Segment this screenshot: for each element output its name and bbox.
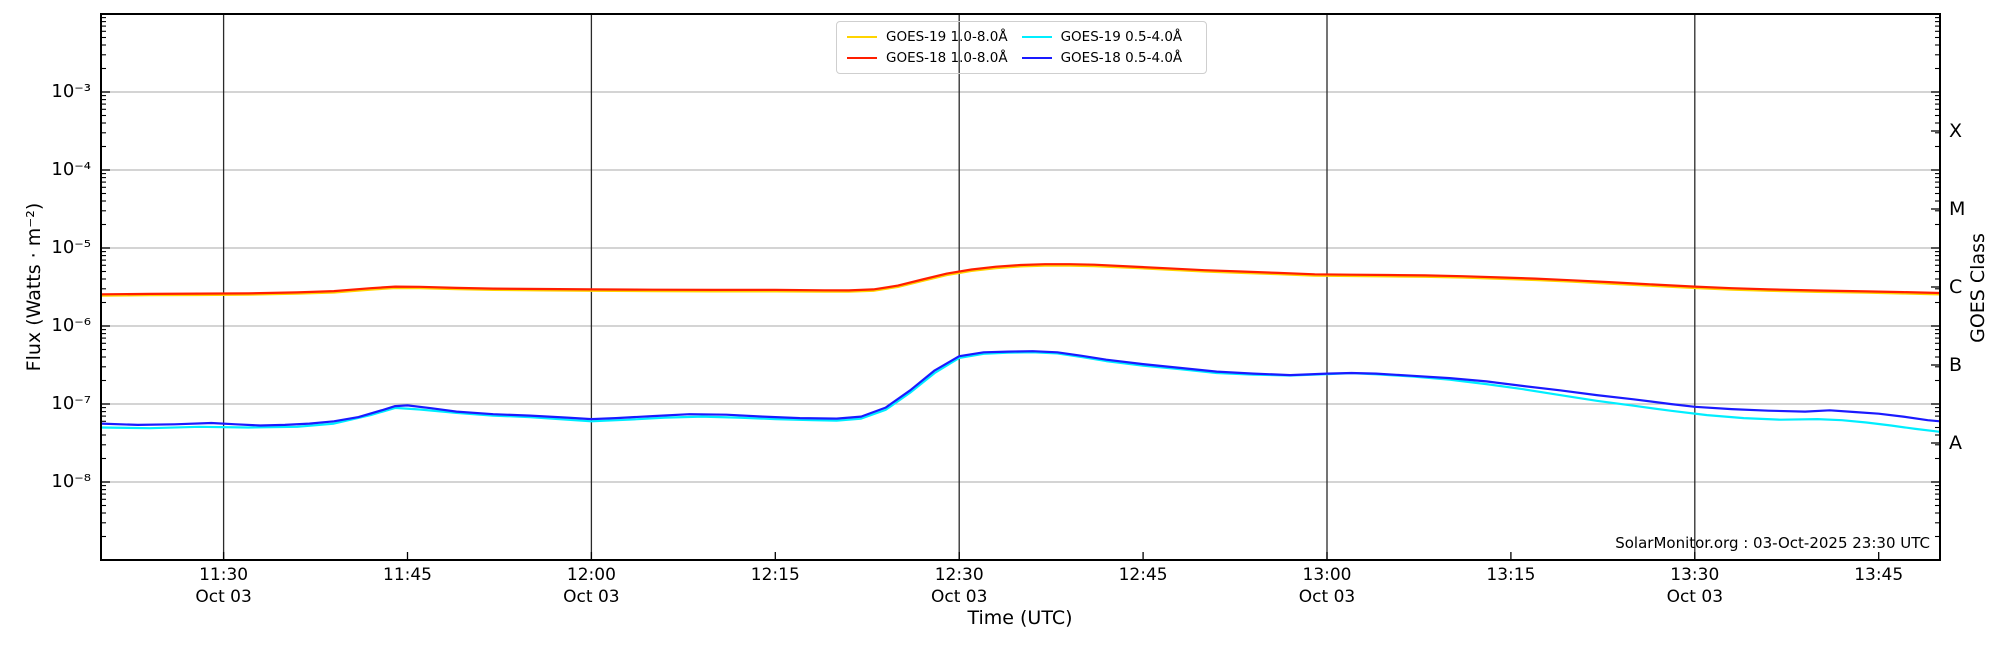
legend-swatch-goes19-long — [847, 35, 877, 38]
x-tick-date-label: Oct 03 — [1298, 587, 1356, 607]
legend-item-goes19-long: GOES-19 1.0-8.0Å — [847, 26, 1022, 48]
y-tick-label: 10⁻⁷ — [51, 393, 91, 414]
series-goes18-short — [101, 350, 1940, 427]
series-goes19-short — [101, 351, 1940, 433]
x-tick-label: 13:15 — [1486, 565, 1536, 585]
x-tick-date-label: Oct 03 — [563, 587, 620, 607]
x-tick-label: 13:45 — [1854, 565, 1904, 585]
plot-frame — [100, 13, 1941, 561]
x-tick-label: 11:45 — [383, 565, 432, 585]
legend-label: GOES-19 1.0-8.0Å — [886, 28, 1008, 45]
goes-class-a-label: A — [1949, 432, 1962, 454]
x-tick-date-label: Oct 03 — [195, 587, 252, 607]
legend-label: GOES-19 0.5-4.0Å — [1060, 28, 1183, 45]
y-tick-label: 10⁻⁶ — [51, 315, 91, 336]
x-tick-date-label: Oct 03 — [930, 587, 988, 607]
y-tick-label: 10⁻⁴ — [51, 159, 91, 180]
right-axis-label: GOES Class — [1967, 233, 1989, 343]
y-axis-label: Flux (Watts · m⁻²) — [23, 202, 45, 372]
x-tick-label: 13:30 — [1670, 565, 1720, 585]
x-tick-label: 11:30 — [199, 565, 249, 585]
legend-swatch-goes19-short — [1021, 35, 1052, 38]
y-tick-label: 10⁻³ — [51, 81, 91, 102]
y-tick-label: 10⁻⁵ — [51, 237, 91, 258]
x-tick-label: 13:00 — [1302, 565, 1352, 585]
goes-class-m-label: M — [1949, 198, 1966, 220]
goes-class-c-label: C — [1949, 276, 1963, 298]
x-tick-label: 12:45 — [1118, 565, 1168, 585]
series-goes18-long — [101, 263, 1940, 296]
legend-swatch-goes18-long — [847, 57, 877, 60]
source-attribution: SolarMonitor.org : 03-Oct-2025 23:30 UTC — [1615, 534, 1930, 552]
legend-label: GOES-18 1.0-8.0Å — [886, 50, 1008, 67]
series-goes19-long — [101, 264, 1940, 297]
y-tick-label: 10⁻⁸ — [51, 471, 91, 492]
legend-item-goes18-short: GOES-18 0.5-4.0Å — [1021, 48, 1197, 70]
legend-swatch-goes18-short — [1021, 57, 1052, 60]
x-tick-label: 12:15 — [750, 565, 800, 585]
legend-item-goes18-long: GOES-18 1.0-8.0Å — [847, 48, 1022, 70]
x-tick-label: 12:30 — [934, 565, 984, 585]
x-tick-date-label: Oct 03 — [1666, 587, 1724, 607]
legend-label: GOES-18 0.5-4.0Å — [1060, 50, 1183, 67]
x-axis-label: Time (UTC) — [967, 607, 1073, 629]
goes-class-x-label: X — [1949, 120, 1963, 142]
x-tick-label: 12:00 — [566, 565, 616, 585]
legend-item-goes19-short: GOES-19 0.5-4.0Å — [1021, 26, 1197, 48]
goes-class-b-label: B — [1949, 354, 1963, 376]
legend: GOES-19 1.0-8.0Å GOES-18 1.0-8.0Å GOES-19 … — [836, 21, 1207, 74]
